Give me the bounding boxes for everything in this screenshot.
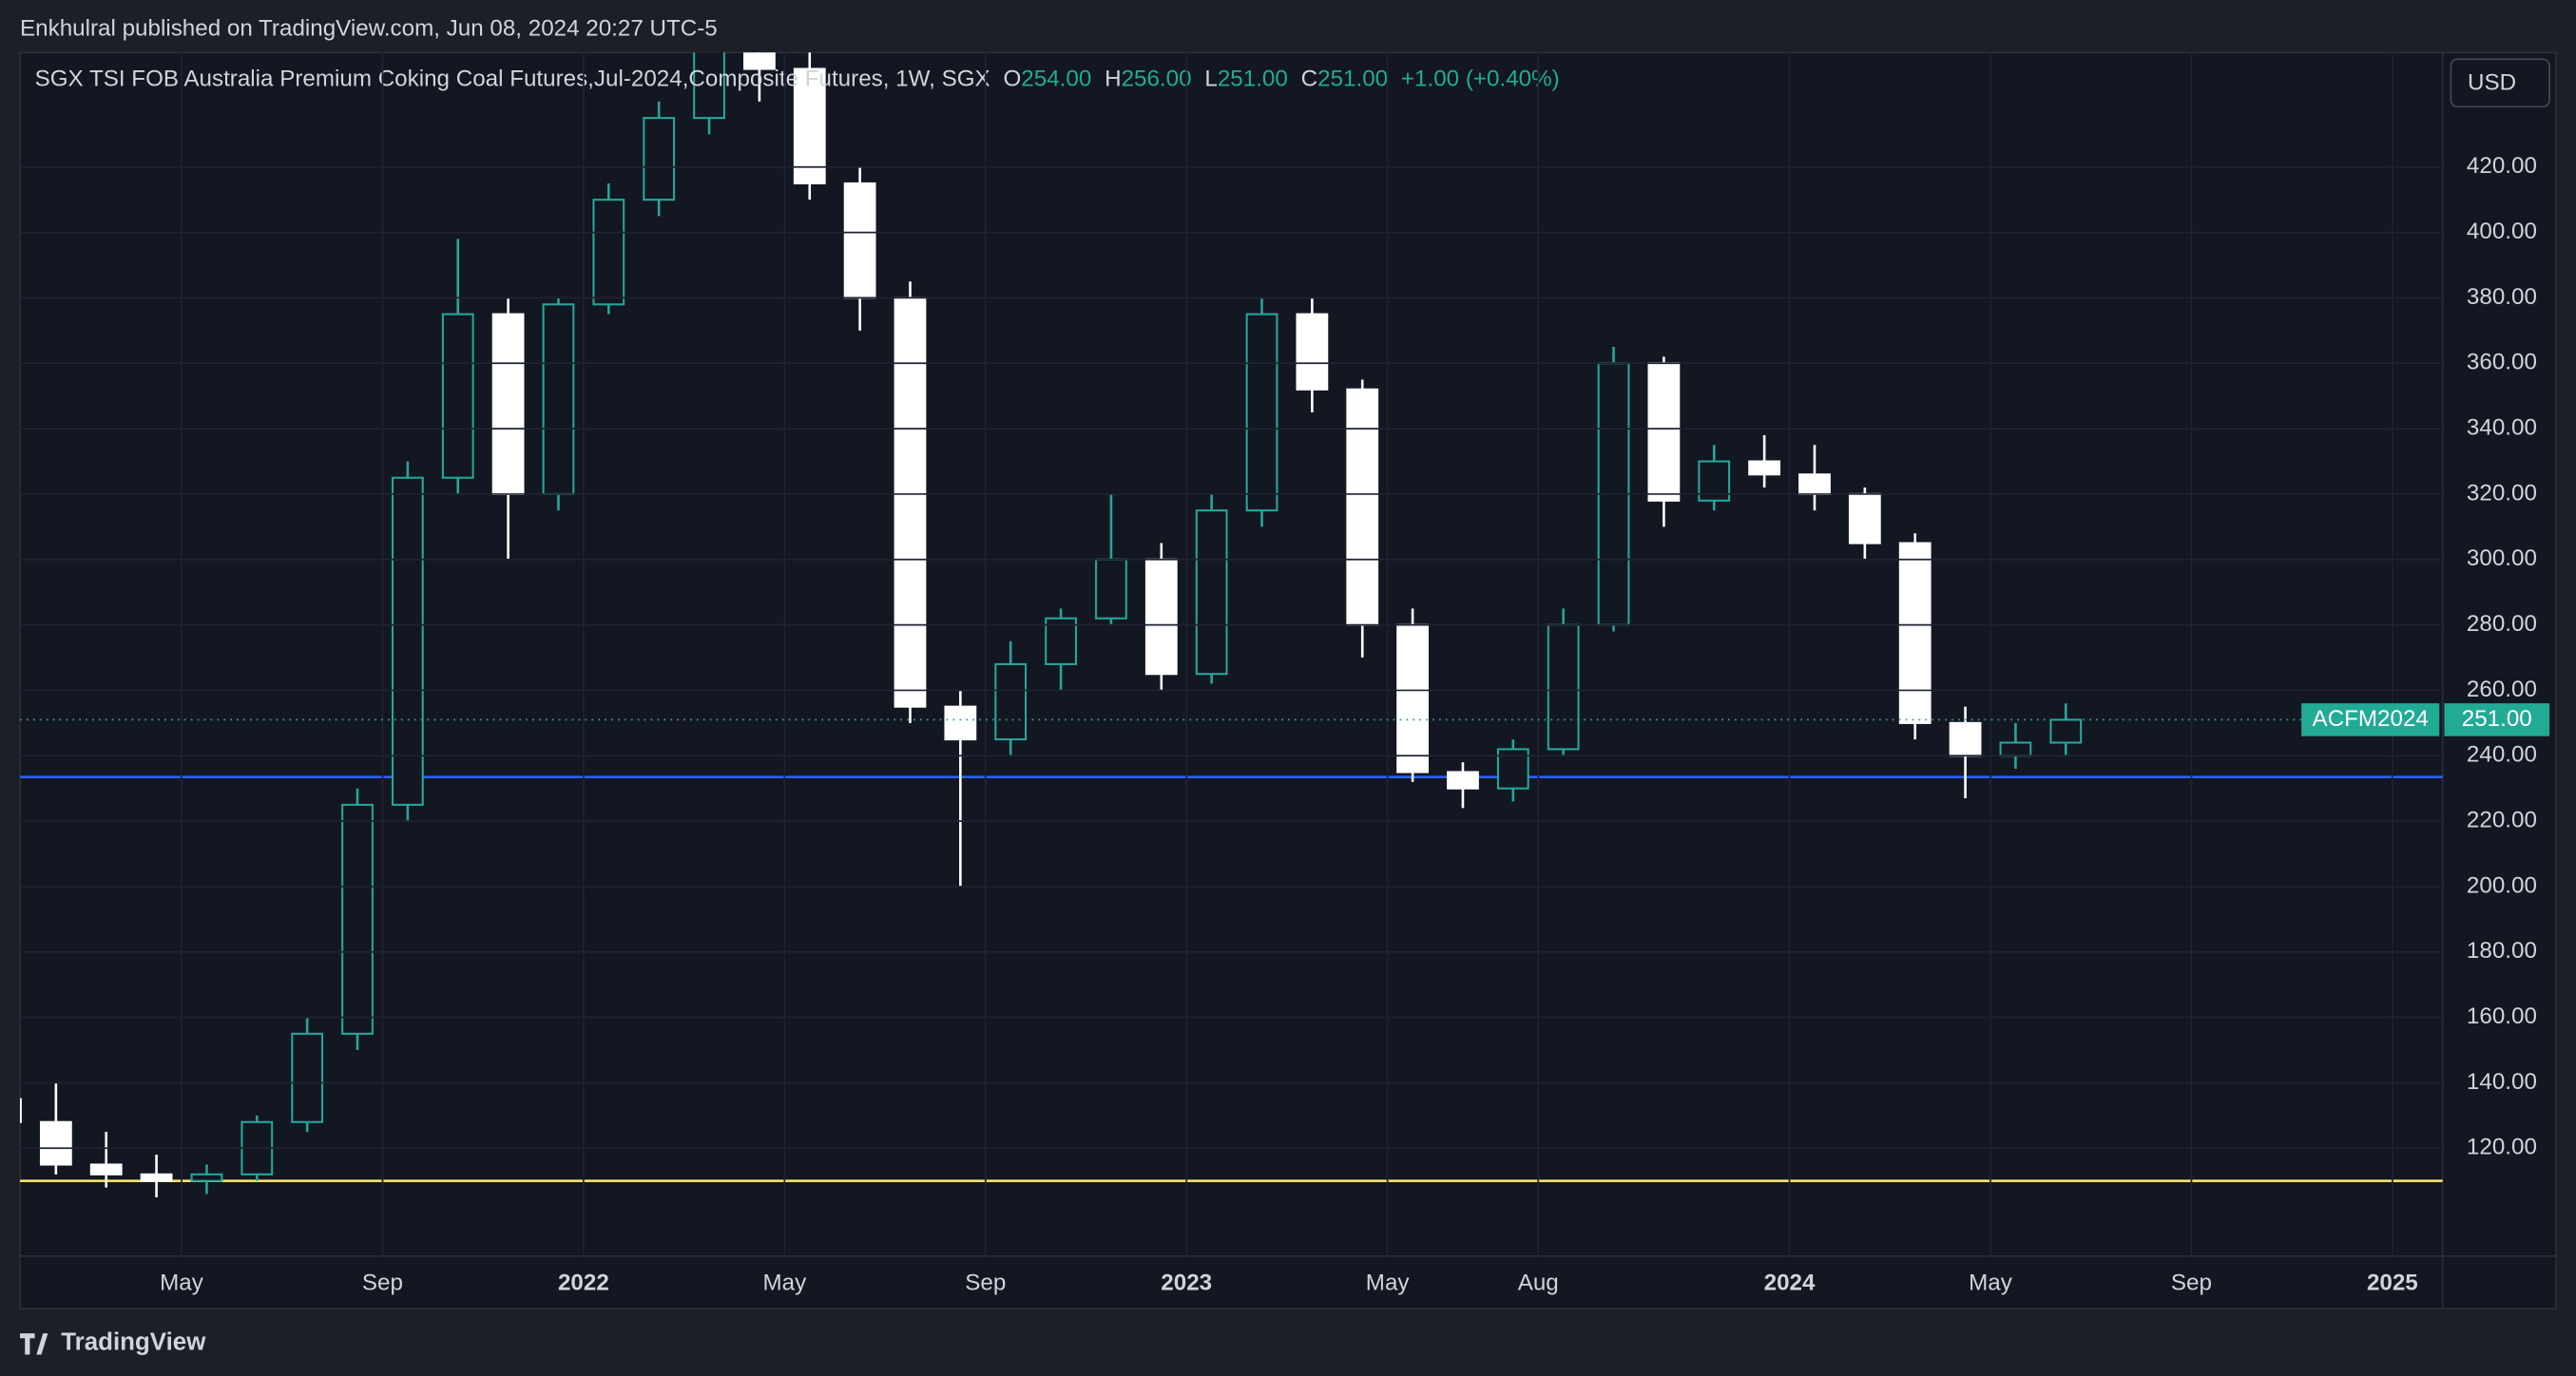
x-tick-label: Sep	[2171, 1271, 2212, 1296]
y-tick-label: 280.00	[2467, 611, 2537, 637]
currency[interactable]: USD	[2468, 70, 2516, 96]
y-tick-label: 360.00	[2467, 350, 2537, 375]
y-tick-label: 200.00	[2467, 872, 2537, 898]
x-tick-label: Sep	[965, 1271, 1006, 1296]
candle-body	[1898, 542, 1932, 724]
x-tick-label: Aug	[1518, 1271, 1559, 1296]
candle-body	[89, 1163, 123, 1175]
legend-key: L	[1204, 67, 1217, 92]
y-tick-label: 160.00	[2467, 1003, 2537, 1029]
candle-body	[693, 52, 725, 120]
x-tick-label: 2023	[1161, 1271, 1212, 1296]
candle-body	[1296, 313, 1329, 391]
candle-body	[944, 705, 977, 741]
price-tag	[2444, 703, 2550, 736]
y-tick-label: 140.00	[2467, 1069, 2537, 1095]
candle-body	[1245, 313, 1278, 512]
y-tick-label: 120.00	[2467, 1135, 2537, 1160]
legend-value: 256.00	[1122, 67, 1192, 92]
candle-body	[1346, 388, 1379, 626]
x-tick-label: May	[160, 1271, 204, 1296]
y-tick-label: 240.00	[2467, 742, 2537, 768]
candle-body	[391, 476, 424, 806]
legend-symbol: SGX TSI FOB Australia Premium Coking Coa…	[35, 67, 990, 92]
candle-body	[39, 1120, 72, 1166]
candle-body	[994, 662, 1028, 741]
candle-body	[1095, 558, 1127, 620]
candle-body	[341, 803, 374, 1035]
x-tick-label: May	[762, 1271, 807, 1296]
candle-body	[1195, 509, 1228, 676]
candle-body	[1547, 623, 1580, 751]
symbol-tag	[2301, 703, 2440, 736]
candle-body	[1798, 473, 1831, 495]
x-tick-label: May	[1969, 1271, 2013, 1296]
candle-body	[190, 1173, 223, 1182]
candle-body	[743, 52, 776, 70]
x-tick-label: 2025	[2367, 1271, 2418, 1296]
candle-body	[291, 1032, 324, 1123]
currency-button[interactable]	[2450, 58, 2550, 108]
legend-change: +1.00 (+0.40%)	[1401, 67, 1560, 92]
legend-key: C	[1301, 67, 1317, 92]
legend: SGX TSI FOB Australia Premium Coking Coa…	[35, 67, 1560, 92]
candle-body	[1647, 362, 1681, 502]
candle-body	[1949, 721, 1982, 757]
candle-body	[2049, 718, 2083, 744]
y-tick-label: 260.00	[2467, 677, 2537, 702]
candle-body	[1748, 460, 1781, 476]
legend-value: 254.00	[1021, 67, 1091, 92]
candle-body	[1045, 617, 1077, 665]
candle-body	[542, 303, 575, 495]
candle-body	[1144, 558, 1178, 676]
y-tick-label: 380.00	[2467, 284, 2537, 310]
candle-body	[140, 1173, 173, 1182]
candle-body	[843, 182, 876, 299]
plot	[20, 52, 2443, 1197]
x-tick-label: 2022	[558, 1271, 609, 1296]
candle-body	[1848, 492, 1881, 545]
candle-body	[1447, 771, 1479, 790]
legend-value: 251.00	[1218, 67, 1288, 92]
candle-body	[592, 199, 625, 306]
publisher: Enkhulral published on TradingView.com, …	[20, 15, 718, 41]
candle-body	[894, 296, 927, 708]
x-tick-label: 2024	[1764, 1271, 1816, 1296]
y-tick-label: 420.00	[2467, 153, 2537, 179]
legend-key: O	[1003, 67, 1021, 92]
candle-body	[491, 313, 525, 495]
y-tick-label: 180.00	[2467, 938, 2537, 964]
candle-body	[793, 67, 826, 185]
logo	[20, 1333, 48, 1355]
candle-body	[1396, 623, 1429, 774]
chart-pane	[19, 51, 2557, 1310]
candle-body	[20, 1098, 22, 1123]
y-tick-label: 400.00	[2467, 219, 2537, 244]
y-tick-label: 220.00	[2467, 807, 2537, 832]
y-tick-label: 340.00	[2467, 414, 2537, 440]
candle-body	[441, 313, 474, 479]
legend-key: H	[1105, 67, 1121, 92]
candle-body	[1999, 741, 2032, 757]
price-label: 251.00	[2462, 706, 2532, 732]
y-tick-label: 320.00	[2467, 480, 2537, 506]
candle-body	[643, 117, 676, 201]
legend-value: 251.00	[1317, 67, 1388, 92]
y-tick-label: 300.00	[2467, 545, 2537, 571]
brand: TradingView	[61, 1328, 206, 1355]
x-tick-label: Sep	[362, 1271, 403, 1296]
symbol-label: ACFM2024	[2313, 706, 2429, 732]
x-tick-label: May	[1366, 1271, 1411, 1296]
